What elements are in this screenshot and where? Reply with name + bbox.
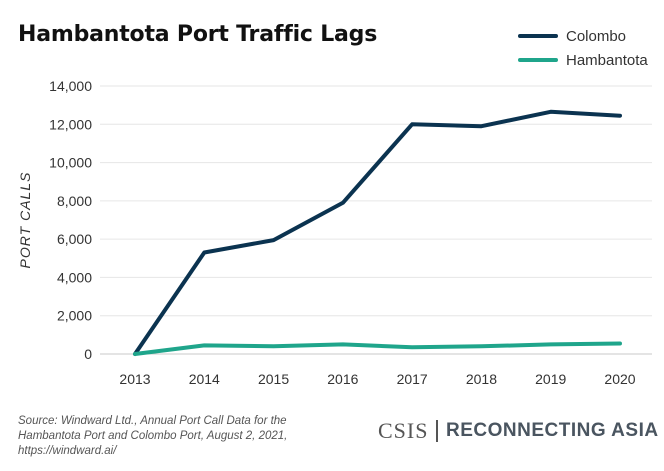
y-axis-label: PORT CALLS xyxy=(17,172,33,269)
x-tick-label: 2014 xyxy=(189,371,220,387)
source-line: Source: Windward Ltd., Annual Port Call … xyxy=(18,415,287,427)
x-tick-label: 2013 xyxy=(119,371,150,387)
chart-title: Hambantota Port Traffic Lags xyxy=(18,22,378,47)
gridlines xyxy=(100,85,652,355)
brand-program-prefix: RE xyxy=(445,420,474,441)
legend-label-hambantota: Hambantota xyxy=(566,51,648,69)
brand-org: CSIS xyxy=(378,418,429,443)
series-lines xyxy=(133,109,622,356)
y-tick-label: 6,000 xyxy=(57,231,92,247)
legend-item-hambantota: Hambantota xyxy=(518,48,648,72)
source-note: Source: Windward Ltd., Annual Port Call … xyxy=(18,414,328,459)
brand-program: RECONNECTING ASIA xyxy=(446,420,659,442)
x-tick-label: 2018 xyxy=(466,371,497,387)
y-tick-label: 8,000 xyxy=(57,193,92,209)
legend-item-colombo: Colombo xyxy=(518,24,648,48)
source-link: https://windward.ai/ xyxy=(18,445,117,457)
series-line-hambantota xyxy=(133,341,622,356)
legend-label-colombo: Colombo xyxy=(566,27,627,45)
legend-swatch-hambantota xyxy=(518,58,558,62)
series-line-colombo xyxy=(133,109,622,356)
x-tick-label: 2016 xyxy=(327,371,358,387)
brand-separator xyxy=(436,420,438,442)
x-tick-label: 2019 xyxy=(535,371,566,387)
y-tick-label: 12,000 xyxy=(49,116,92,132)
y-tick-label: 14,000 xyxy=(49,78,92,94)
x-tick-label: 2020 xyxy=(604,371,635,387)
x-tick-label: 2017 xyxy=(397,371,428,387)
x-axis-ticks: 2013 2014 2015 2016 2017 2018 2019 2020 xyxy=(119,371,635,387)
y-tick-label: 0 xyxy=(84,346,92,362)
y-tick-label: 10,000 xyxy=(49,155,92,171)
line-chart: 02,0004,0006,0008,00010,00012,00014,000 … xyxy=(17,78,652,387)
x-tick-label: 2015 xyxy=(258,371,289,387)
y-tick-label: 4,000 xyxy=(57,269,92,285)
legend-swatch-colombo xyxy=(518,34,558,38)
y-axis-ticks: 0 2,000 4,000 6,000 8,000 10,000 12,000 14,000 xyxy=(49,78,92,362)
source-line: Hambantota Port and Colombo Port, August… xyxy=(18,430,288,442)
brand-logo: CSIS RECONNECTING ASIA xyxy=(378,418,659,444)
chart-legend: Colombo Hambantota xyxy=(518,24,648,72)
brand-program-rest: CONNECTING ASIA xyxy=(473,420,659,441)
y-tick-label: 2,000 xyxy=(57,308,92,324)
